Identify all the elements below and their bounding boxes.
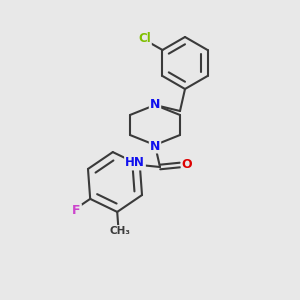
Text: CH₃: CH₃ (110, 226, 131, 236)
Text: HN: HN (125, 157, 145, 169)
Text: F: F (72, 204, 81, 217)
Text: N: N (150, 98, 160, 110)
Text: Cl: Cl (138, 32, 151, 46)
Text: N: N (150, 140, 160, 152)
Text: O: O (182, 158, 192, 172)
